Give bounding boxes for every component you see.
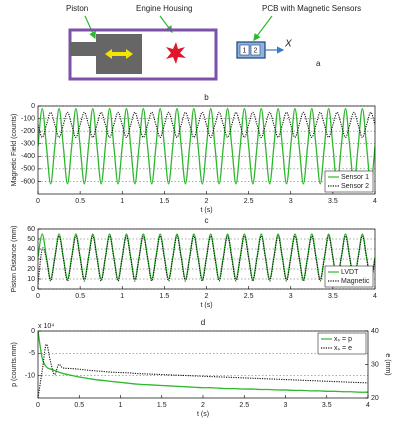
piston-label: Piston — [66, 4, 88, 13]
legend-label: Magnetic — [341, 278, 370, 285]
chart: d -10 -5 0 20 30 40 0 0.5 1 1.5 2 2.5 3 3.5 4 t (s) p (co… — [11, 318, 391, 418]
series-line — [38, 235, 375, 285]
legend-label: xₛ = e — [334, 345, 352, 352]
x-tick-label: 2 — [205, 198, 209, 205]
x-tick-label: 3.5 — [328, 198, 338, 205]
piston-rod — [70, 42, 96, 56]
y-tick-label: -10 — [25, 373, 35, 380]
series-line — [38, 111, 375, 138]
plot-frame — [37, 330, 369, 399]
x-tick-label: 3.5 — [322, 402, 332, 409]
x-tick-label: 4 — [373, 198, 377, 205]
x-axis-label: t (s) — [200, 207, 212, 214]
series-line — [38, 331, 368, 393]
x-tick-label: 3 — [289, 198, 293, 205]
housing-label: Engine Housing — [136, 4, 192, 13]
chart: b -600 -500 -400 -300 -200 -100 0 0 0.5 1 1.5 2 2.5 3 3… — [11, 93, 377, 214]
legend — [317, 332, 367, 355]
x-axis-label: t (s) — [200, 302, 212, 309]
x-tick-label: 4 — [366, 402, 370, 409]
x-tick-label: 2.5 — [244, 198, 254, 205]
x-tick-label: 2.5 — [239, 402, 249, 409]
y-tick-label: 30 — [27, 256, 35, 263]
motion-arrow — [105, 49, 133, 59]
y-axis-label: p (counts.mm) — [11, 342, 18, 387]
legend — [324, 170, 374, 193]
plot-frame — [37, 228, 376, 290]
chart-title: b — [204, 93, 209, 102]
diagram: Piston Engine Housing PCB with Magnetic … — [66, 4, 361, 81]
x-tick-label: 0 — [36, 293, 40, 300]
y-tick-label: -300 — [21, 141, 35, 148]
pcb-label: PCB with Magnetic Sensors — [262, 4, 361, 13]
axis-label: X — [284, 39, 292, 50]
y-tick-label: -200 — [21, 128, 35, 135]
y2-tick-label: 20 — [371, 395, 379, 402]
x-tick-label: 0.5 — [75, 293, 85, 300]
x-tick-label: 1.5 — [160, 293, 170, 300]
x-tick-label: 1.5 — [157, 402, 167, 409]
y-tick-label: 0 — [31, 286, 35, 293]
x-tick-label: 3 — [284, 402, 288, 409]
y-tick-label: -5 — [29, 350, 35, 357]
y2-tick-label: 40 — [371, 328, 379, 335]
legend-label: Sensor 2 — [341, 183, 369, 190]
y-tick-label: 0 — [31, 328, 35, 335]
x-tick-label: 2 — [205, 293, 209, 300]
y-tick-label: 50 — [27, 236, 35, 243]
x-tick-label: 0.5 — [74, 402, 84, 409]
x-tick-label: 1 — [120, 293, 124, 300]
y-tick-label: 0 — [31, 103, 35, 110]
sensor — [250, 44, 261, 56]
legend-label: xₛ = p — [334, 336, 352, 343]
x-tick-label: 2 — [201, 402, 205, 409]
series-line — [38, 107, 375, 185]
y-axis-label: Piston Distance (mm) — [11, 226, 18, 293]
pointer — [253, 15, 273, 41]
x-axis-label: t (s) — [197, 411, 209, 418]
pointer — [84, 15, 96, 40]
x-tick-label: 3.5 — [328, 293, 338, 300]
sensor-label: 2 — [254, 47, 258, 54]
sensor — [239, 44, 250, 56]
panel-label: a — [316, 59, 321, 68]
y-tick-label: 40 — [27, 246, 35, 253]
magnet — [166, 42, 186, 64]
x-tick-label: 0.5 — [75, 198, 85, 205]
x-tick-label: 1 — [119, 402, 123, 409]
legend — [324, 265, 374, 288]
y-tick-label: 20 — [27, 266, 35, 273]
y-tick-label: -600 — [21, 178, 35, 185]
y2-tick-label: 30 — [371, 361, 379, 368]
y-tick-label: 10 — [27, 276, 35, 283]
sensor-label: 1 — [243, 47, 247, 54]
y-tick-label: -500 — [21, 166, 35, 173]
x-tick-label: 4 — [373, 293, 377, 300]
chart-title: d — [201, 318, 205, 327]
legend-label: Sensor 1 — [341, 174, 369, 181]
chart-title: c — [205, 216, 209, 225]
x-tick-label: 3 — [289, 293, 293, 300]
legend-label: LVDT — [341, 269, 359, 276]
series-line — [38, 343, 368, 398]
y-axis-label: Magnetic Field (counts) — [11, 114, 18, 187]
y-tick-label: -100 — [21, 115, 35, 122]
x-tick-label: 0 — [36, 198, 40, 205]
y-tick-label: -400 — [21, 153, 35, 160]
plot-frame — [37, 105, 376, 195]
x-tick-label: 0 — [36, 402, 40, 409]
chart: c 0 10 20 30 40 50 60 0 0.5 1 1.5 2 2.5 3 3.5 4 t (s) Pist… — [11, 216, 377, 309]
y-scale-label: x 10⁴ — [38, 323, 54, 330]
y-tick-label: 60 — [27, 226, 35, 233]
x-tick-label: 2.5 — [244, 293, 254, 300]
y2-axis-label: e (mm) — [384, 353, 391, 375]
x-tick-label: 1.5 — [160, 198, 170, 205]
x-tick-label: 1 — [120, 198, 124, 205]
